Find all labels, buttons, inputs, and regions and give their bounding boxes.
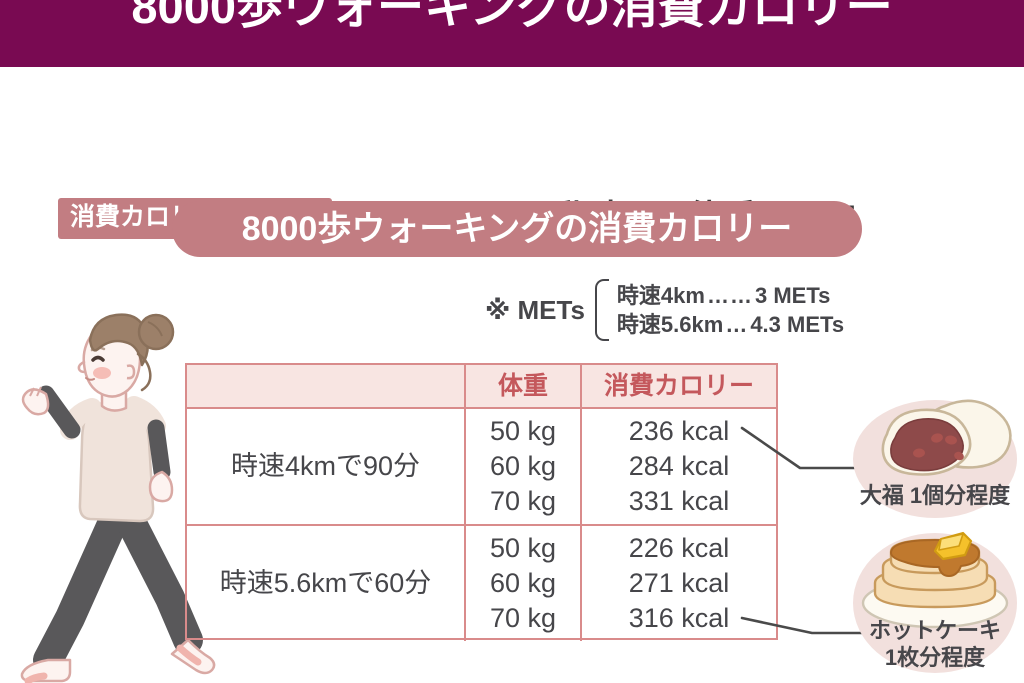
table-row: 時速5.6kmで60分 50 kg 60 kg 70 kg 226 kcal 2… [187,526,776,641]
walking-woman-illustration [20,313,216,683]
mets-dots: … [725,312,749,337]
mets-value: 3 METs [754,283,831,308]
mets-note-line: 時速4km……3 METs [617,281,844,310]
table-cell-condition: 時速4kmで90分 [230,451,421,481]
mets-note-label: ※ METs [485,295,585,325]
page-title: 8000歩ウォーキングの消費カロリー [131,0,893,33]
mets-note-lines: 時速4km……3 METs 時速5.6km…4.3 METs [617,281,844,339]
section-banner-text: 8000歩ウォーキングの消費カロリー [241,210,793,248]
table-header-cell-weight: 体重 [464,365,580,407]
mets-speed: 時速4km [616,283,705,308]
table-cell-calories: 236 kcal 284 kcal 331 kcal [580,409,776,524]
table-cell-calories: 226 kcal 271 kcal 316 kcal [580,526,776,641]
table-cell-condition: 時速5.6kmで60分 [219,568,432,598]
section-banner: 8000歩ウォーキングの消費カロリー [172,201,862,257]
table-header-cell-calories: 消費カロリー [580,365,776,407]
daifuku-icon [881,399,1012,476]
mets-note-line: 時速5.6km…4.3 METs [617,310,844,339]
table-row: 時速4kmで90分 50 kg 60 kg 70 kg 236 kcal 284… [187,409,776,526]
mets-note: ※ METs 時速4km……3 METs 時速5.6km…4.3 METs [485,279,844,341]
callout-daifuku: 大福 1個分程度 [845,390,1024,520]
bracket-icon [594,279,609,341]
table-cell-weights: 50 kg 60 kg 70 kg [464,526,580,641]
table-header-cell-blank [187,365,464,407]
table-cell-weights: 50 kg 60 kg 70 kg [464,409,580,524]
callout-caption-hotcake-line2: 1枚分程度 [884,645,986,670]
table-header-row: 体重 消費カロリー [187,365,776,409]
formula-row: 消費カロリーの計算式 METs×運動時間×体重×1.05 [0,96,1024,239]
mets-value: 4.3 METs [750,312,845,337]
calories-table: 体重 消費カロリー 時速4kmで90分 50 kg 60 kg 70 kg 23… [185,363,778,641]
callout-caption-daifuku: 大福 1個分程度 [859,483,1011,508]
header-bar: 8000歩ウォーキングの消費カロリー [0,0,1024,67]
callout-caption-hotcake-line1: ホットケーキ [868,618,1001,643]
mets-dots: …… [706,283,753,308]
pancake-icon [861,531,1009,629]
mets-speed: 時速5.6km [616,312,724,337]
callout-hotcake: ホットケーキ 1枚分程度 [845,525,1024,683]
